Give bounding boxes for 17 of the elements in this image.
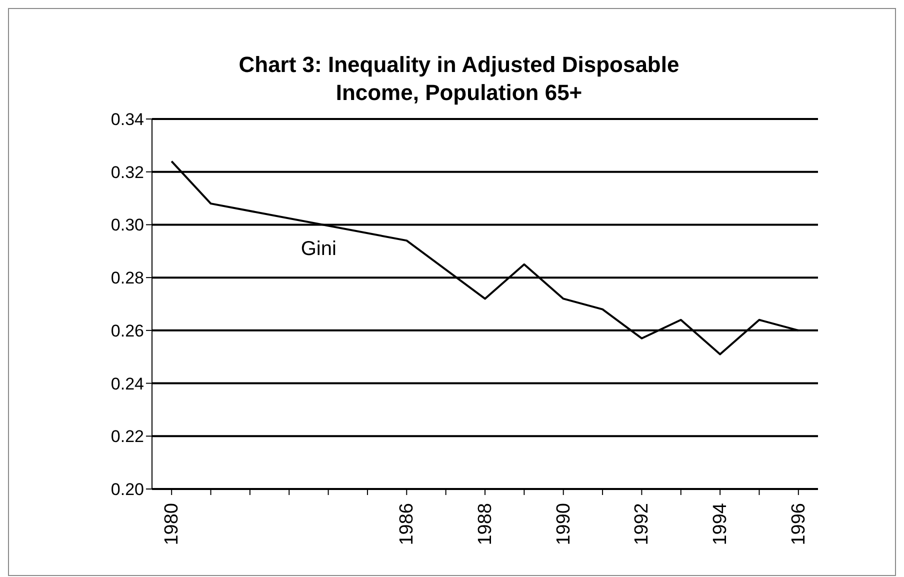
x-tick-label: 1992 — [632, 503, 653, 546]
y-tick-label: 0.28 — [110, 268, 144, 288]
x-tick-label: 1988 — [475, 503, 496, 546]
y-tick-label: 0.22 — [110, 427, 144, 446]
y-tick-label: 0.26 — [110, 321, 144, 340]
x-tick-label: 1996 — [788, 503, 810, 546]
y-tick-label: 0.34 — [110, 110, 144, 130]
x-tick-label: 1986 — [396, 503, 418, 546]
x-tick-label: 1990 — [553, 503, 574, 546]
y-tick-label: 0.20 — [110, 480, 144, 500]
y-tick-label: 0.24 — [110, 374, 144, 394]
x-tick-label: 1980 — [162, 503, 183, 546]
series-label: Gini — [300, 238, 336, 262]
x-tick-label: 1994 — [710, 502, 732, 546]
y-tick-label: 0.32 — [110, 162, 144, 182]
y-tick-label: 0.30 — [110, 216, 144, 235]
chart-title: Chart 3: Inequality in Adjusted Disposable Income, Population 65+ — [238, 51, 680, 107]
